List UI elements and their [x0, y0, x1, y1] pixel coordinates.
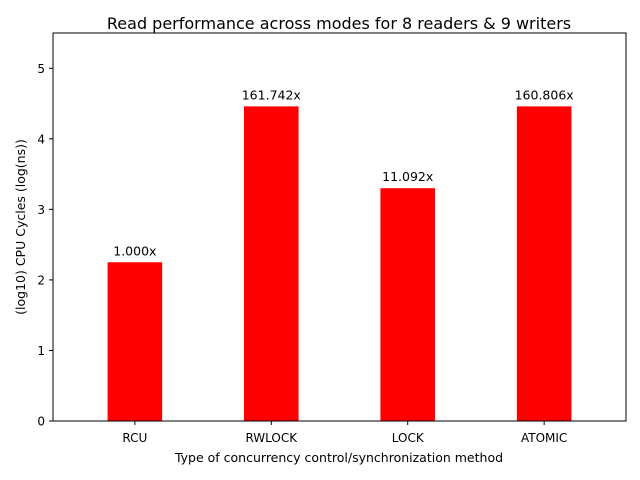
chart-title: Read performance across modes for 8 read… — [107, 14, 571, 33]
bar-rcu — [107, 262, 163, 421]
bars-group — [107, 106, 572, 421]
x-tick-label: RCU — [122, 431, 147, 445]
data-label-lock: 11.092x — [382, 169, 433, 184]
y-tick-label: 5 — [37, 62, 45, 76]
y-tick-label: 3 — [37, 203, 45, 217]
y-tick-label: 2 — [37, 273, 45, 287]
x-ticks-group: RCU RWLOCK LOCK ATOMIC — [122, 421, 567, 445]
data-label-rwlock: 161.742x — [242, 87, 301, 102]
y-tick-label: 0 — [37, 415, 45, 429]
y-tick-label: 4 — [37, 132, 45, 146]
bar-lock — [380, 188, 435, 421]
data-label-rcu: 1.000x — [113, 243, 156, 258]
x-tick-label: LOCK — [392, 431, 425, 445]
x-tick-label: RWLOCK — [245, 431, 298, 445]
bar-rwlock — [244, 106, 299, 421]
y-axis-label: (log10) CPU Cycles (log(ns)) — [13, 139, 28, 315]
plot-frame — [52, 32, 627, 422]
y-ticks-group: 0 1 2 3 4 5 — [37, 62, 53, 429]
data-labels-group: 1.000x 161.742x 11.092x 160.806x — [113, 87, 573, 258]
x-tick-label: ATOMIC — [521, 431, 567, 445]
bar-atomic — [516, 106, 572, 421]
data-label-atomic: 160.806x — [515, 87, 574, 102]
x-axis-label: Type of concurrency control/synchronizat… — [174, 450, 503, 465]
y-tick-label: 1 — [37, 344, 45, 358]
